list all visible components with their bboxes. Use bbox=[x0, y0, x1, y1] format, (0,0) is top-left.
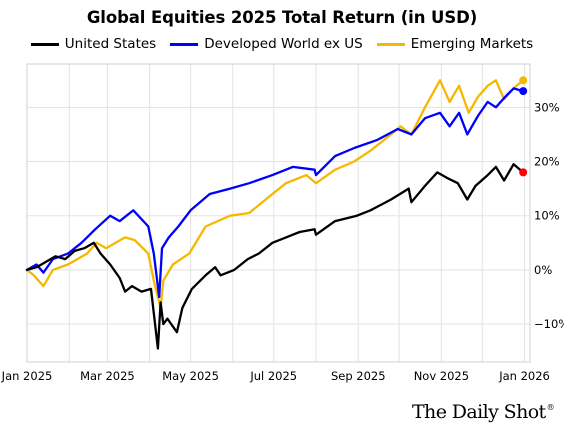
x-tick-label: Jan 2025 bbox=[1, 369, 53, 383]
legend-label-developed-world-ex-us: Developed World ex US bbox=[204, 36, 363, 52]
x-axis-ticks: Jan 2025 Mar 2025 May 2025 Jul 2025 Sep 2025… bbox=[1, 369, 550, 383]
y-tick-label: 20% bbox=[534, 155, 560, 169]
x-tick-label: Jul 2025 bbox=[249, 369, 297, 383]
series-line-developed-world-ex-us bbox=[25, 87, 525, 299]
gridlines bbox=[26, 64, 530, 362]
legend-swatch-developed-world-ex-us bbox=[170, 42, 199, 46]
end-markers bbox=[519, 76, 528, 177]
series-line-united-states bbox=[25, 163, 525, 350]
legend-item-united-states: United States bbox=[30, 36, 157, 52]
registered-mark: ® bbox=[546, 403, 555, 412]
legend-item-developed-world-ex-us: Developed World ex US bbox=[170, 36, 363, 52]
chart-legend: United States Developed World ex US Emer… bbox=[0, 36, 564, 52]
end-marker-united-states bbox=[519, 168, 528, 177]
y-axis-ticks: 30% 20% 10% 0% −10% bbox=[534, 100, 564, 331]
chart-title: Global Equities 2025 Total Return (in US… bbox=[86, 8, 478, 27]
brand-logo: The Daily Shot® bbox=[411, 401, 555, 423]
legend-item-emerging-markets: Emerging Markets bbox=[376, 36, 534, 52]
legend-swatch-united-states bbox=[30, 42, 59, 46]
end-marker-emerging-markets bbox=[519, 76, 528, 85]
y-tick-label: −10% bbox=[534, 317, 564, 331]
x-tick-label: Sep 2025 bbox=[331, 369, 386, 383]
brand-logo-text: The Daily Shot bbox=[411, 401, 546, 423]
end-marker-developed-world-ex-us bbox=[519, 87, 528, 96]
x-tick-label: May 2025 bbox=[162, 369, 219, 383]
legend-swatch-emerging-markets bbox=[376, 42, 405, 46]
series-lines bbox=[25, 79, 525, 350]
legend-label-united-states: United States bbox=[64, 36, 157, 52]
y-tick-label: 0% bbox=[534, 263, 552, 277]
y-tick-label: 30% bbox=[534, 100, 560, 114]
y-tick-label: 10% bbox=[534, 209, 560, 223]
x-tick-label: Mar 2025 bbox=[80, 369, 135, 383]
series-line-emerging-markets bbox=[25, 79, 525, 309]
plot-frame bbox=[26, 63, 531, 363]
x-tick-label: Jan 2026 bbox=[498, 369, 550, 383]
x-tick-label: Nov 2025 bbox=[414, 369, 469, 383]
legend-label-emerging-markets: Emerging Markets bbox=[410, 36, 534, 52]
